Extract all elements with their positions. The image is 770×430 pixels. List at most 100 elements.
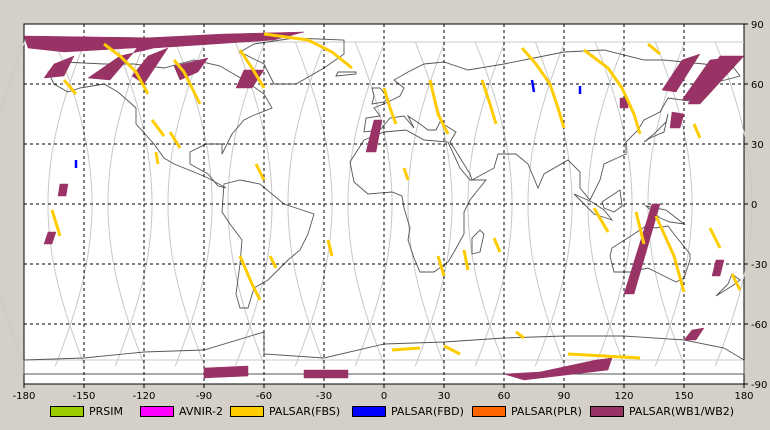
strip-fbs	[592, 207, 610, 233]
legend-item-prsim: PRSIM	[50, 404, 123, 418]
strip-fbs	[647, 42, 661, 56]
strip-fbs	[692, 123, 702, 139]
legend-label-palsar-fbd: PALSAR(FBD)	[391, 404, 464, 418]
legend-item-palsar-fbs: PALSAR(FBS)	[230, 404, 340, 418]
x-tick-label: 180	[734, 391, 753, 400]
strip-fbs	[172, 59, 202, 105]
x-tick-label: -150	[73, 391, 96, 400]
y-tick-label: -90	[751, 380, 767, 391]
swath-wb	[43, 55, 75, 79]
legend-swatch-avnir2	[140, 405, 174, 417]
x-tick-label: 60	[498, 391, 511, 400]
strip-fbs	[462, 249, 470, 271]
legend-label-palsar-wb: PALSAR(WB1/WB2)	[629, 404, 735, 418]
strip-fbs	[402, 167, 410, 181]
x-tick-label: -180	[13, 391, 36, 400]
strip-fbs	[520, 47, 566, 129]
coastline	[335, 71, 357, 77]
legend-label-palsar-plr: PALSAR(PLR)	[511, 404, 582, 418]
coastline	[715, 273, 741, 297]
strip-fbs	[480, 79, 498, 125]
swath-wb	[303, 369, 349, 379]
swath-wb	[711, 259, 725, 277]
observation-swaths	[23, 31, 745, 381]
coastline	[471, 229, 485, 255]
coastline	[644, 205, 686, 225]
swath-wb	[619, 97, 629, 109]
legend-label-palsar-fbs: PALSAR(FBS)	[269, 404, 341, 418]
y-tick-label: -30	[751, 260, 767, 271]
coastline	[643, 113, 669, 143]
legend-swatch-palsar-plr	[472, 405, 506, 417]
strip-fbs	[103, 42, 150, 95]
y-tick-label: -60	[751, 320, 767, 331]
axis-ticks: -180 -150 -120 -90 -60 -30 0 30 60 90 120 150 180 90 6…	[13, 20, 768, 400]
strip-fbs	[150, 119, 166, 137]
x-tick-label: 0	[381, 391, 387, 400]
strip-fbs	[583, 48, 642, 135]
coastlines	[23, 37, 745, 375]
strip-fbs	[634, 211, 646, 245]
y-tick-label: 30	[751, 140, 764, 151]
swath-wb	[43, 231, 57, 245]
coverage-map: -180 -150 -120 -90 -60 -30 0 30 60 90 120 150 180 90 6…	[0, 20, 768, 400]
legend-swatch-prsim	[50, 405, 84, 417]
strip-fbs	[428, 79, 450, 135]
strip-fbs	[238, 255, 262, 301]
coastline	[239, 37, 345, 85]
swath-wb	[503, 357, 613, 381]
strip-fbs	[436, 255, 446, 277]
swath-wb	[683, 327, 705, 341]
strip-fbs	[154, 151, 160, 165]
swath-wb	[23, 35, 169, 53]
swath-wb	[203, 365, 249, 379]
strip-fbs	[62, 79, 78, 95]
coastline	[349, 129, 487, 273]
strip-fbs	[443, 344, 461, 356]
legend-swatch-palsar-fbs	[230, 405, 264, 417]
strip-fbs	[708, 227, 722, 249]
legend-item-palsar-fbd: PALSAR(FBD)	[352, 404, 464, 418]
coastline	[221, 179, 315, 309]
strip-fbs	[515, 330, 525, 340]
strip-fbs	[168, 131, 182, 149]
swath-wb	[687, 55, 745, 105]
legend-item-palsar-wb: PALSAR(WB1/WB2)	[590, 404, 734, 418]
coastline	[23, 331, 745, 375]
swath-wb	[669, 111, 685, 129]
x-tick-label: 90	[558, 391, 571, 400]
orbit-track	[0, 41, 26, 367]
strip-fbs	[50, 209, 62, 237]
swath-wb	[623, 203, 661, 295]
x-tick-label: 30	[438, 391, 451, 400]
legend-swatch-palsar-wb	[590, 405, 624, 417]
strip-fbd	[530, 79, 536, 93]
swath-wb	[87, 31, 305, 81]
coastline	[573, 193, 614, 221]
legend: PRSIM AVNIR-2 PALSAR(FBS) PALSAR(FBD) PA…	[0, 400, 770, 422]
strip-fbs	[268, 255, 278, 269]
x-tick-label: -60	[256, 391, 272, 400]
legend-item-palsar-plr: PALSAR(PLR)	[472, 404, 582, 418]
swath-wb	[57, 183, 69, 197]
swath-wb	[661, 53, 701, 93]
strip-fbs	[263, 32, 353, 70]
y-tick-label: 90	[751, 20, 764, 31]
strip-fbs	[391, 346, 421, 352]
swath-wb	[365, 119, 383, 153]
x-tick-label: 120	[614, 391, 633, 400]
strip-fbs	[492, 237, 502, 253]
y-tick-label: 0	[751, 200, 757, 211]
x-tick-label: -30	[316, 391, 332, 400]
legend-label-prsim: PRSIM	[89, 404, 123, 418]
legend-swatch-palsar-fbd	[352, 405, 386, 417]
strip-fbs	[567, 352, 641, 360]
coastline	[47, 59, 273, 189]
swath-wb	[173, 57, 209, 81]
orbit-track	[714, 41, 753, 367]
legend-item-avnir2: AVNIR-2	[140, 404, 223, 418]
strip-fbs	[654, 215, 686, 293]
x-tick-label: -90	[196, 391, 212, 400]
legend-label-avnir2: AVNIR-2	[179, 404, 223, 418]
x-tick-label: -120	[133, 391, 156, 400]
